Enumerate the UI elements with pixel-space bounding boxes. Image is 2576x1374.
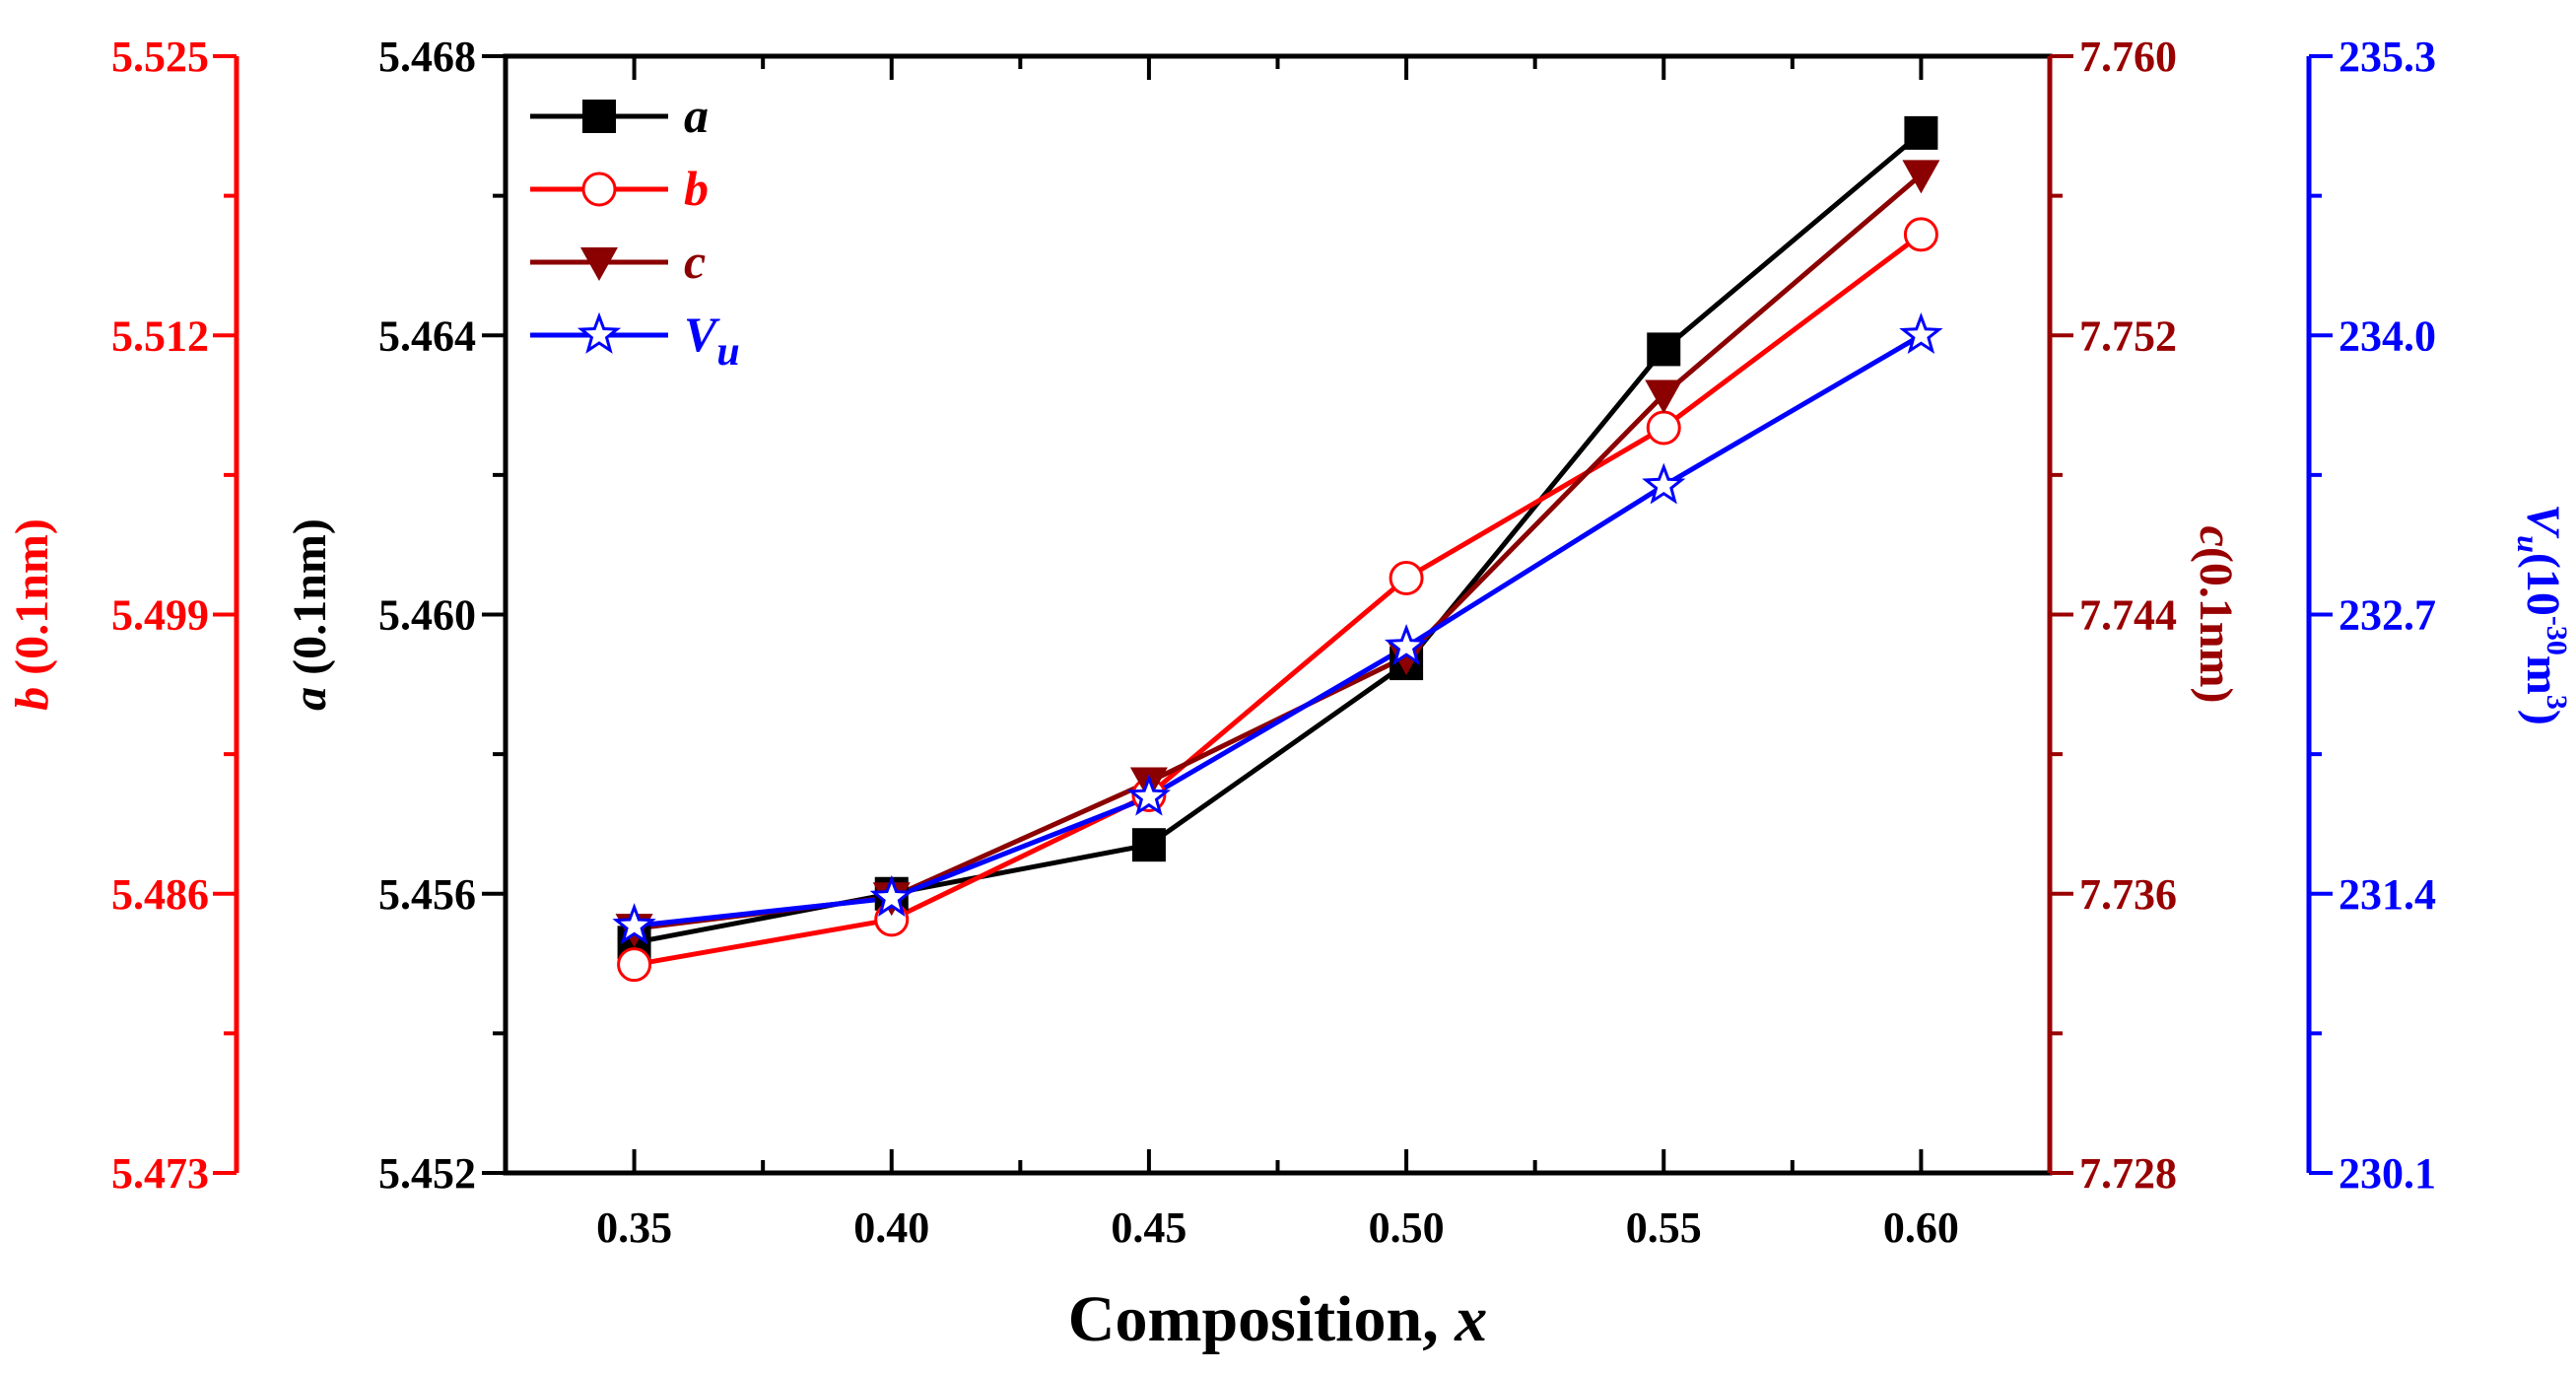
data-point-a: [1904, 115, 1938, 150]
data-point-V: [1384, 623, 1429, 666]
y-axis-title-c: c(0.1nm): [2190, 526, 2242, 704]
data-point-c: [1388, 641, 1426, 675]
data-point-a: [1647, 332, 1681, 367]
series-line-b: [634, 232, 1923, 968]
data-point-V: [869, 874, 914, 917]
plot-frame: [503, 53, 2053, 1176]
y-tick-label-b: 5.499: [111, 591, 209, 640]
x-tick-label: 0.40: [853, 1203, 929, 1252]
x-tick-label: 0.50: [1369, 1203, 1445, 1252]
y-tick-label-b: 5.512: [111, 311, 209, 360]
legend-label-V: Vu: [684, 307, 740, 375]
x-tick-label: 0.55: [1626, 1203, 1702, 1252]
y-tick-label-V: 230.1: [2339, 1149, 2436, 1198]
series-line-a: [634, 130, 1924, 945]
y-tick-label-b: 5.473: [111, 1149, 209, 1198]
data-point-b: [1389, 560, 1424, 595]
y-tick-label-c: 7.744: [2079, 591, 2177, 640]
legend-marker-b: [581, 172, 617, 207]
y-tick-label-V: 234.0: [2339, 311, 2436, 360]
data-point-b: [617, 947, 652, 983]
y-tick-label-a: 5.468: [378, 33, 476, 81]
data-point-a: [1131, 828, 1166, 862]
y-tick-label-a: 5.464: [378, 311, 476, 360]
data-point-b: [1903, 217, 1938, 252]
legend-label-c: c: [684, 234, 706, 289]
axes-layer: 0.35 0.40 0.45 0.50 0.55 0.60 Composition, x 5.…: [6, 33, 2573, 1355]
legend-label-b: b: [684, 161, 709, 216]
data-point-V: [1642, 462, 1686, 505]
y-tick-label-c: 7.752: [2079, 311, 2177, 360]
y-tick-label-a: 5.452: [378, 1149, 476, 1198]
y-tick-label-c: 7.728: [2079, 1149, 2177, 1198]
series-line-c: [634, 172, 1924, 931]
data-point-V: [1126, 774, 1172, 816]
y-axis-title-b: b (0.1nm): [6, 518, 58, 711]
y-tick-label-V: 235.3: [2339, 33, 2436, 81]
data-point-c: [1902, 160, 1940, 194]
y-tick-label-c: 7.760: [2079, 33, 2177, 81]
legend: abc Vu: [530, 88, 740, 375]
x-tick-label: 0.60: [1883, 1203, 1959, 1252]
y-tick-label-a: 5.460: [378, 591, 476, 640]
y-tick-label-b: 5.486: [111, 870, 209, 919]
x-axis-title: Composition, x: [1068, 1283, 1487, 1355]
y-axis-title-a: a (0.1nm): [284, 518, 336, 711]
series-layer: [612, 115, 1943, 983]
y-tick-label-b: 5.525: [111, 33, 209, 81]
y-tick-label-a: 5.456: [378, 870, 476, 919]
data-point-c: [1645, 379, 1683, 414]
data-point-b: [1646, 410, 1681, 446]
legend-marker-a: [582, 100, 616, 133]
data-point-V: [612, 903, 656, 945]
y-axis-title-V: Vu(10-30m3): [2511, 504, 2573, 725]
data-point-V: [1899, 312, 1943, 355]
legend-label-a: a: [684, 88, 709, 143]
x-tick-label: 0.35: [596, 1203, 672, 1252]
x-tick-label: 0.45: [1111, 1203, 1186, 1252]
y-tick-label-V: 231.4: [2339, 870, 2436, 919]
series-line-V: [634, 333, 1923, 928]
legend-marker-c: [580, 247, 618, 281]
legend-marker-V: [576, 311, 622, 354]
y-tick-label-c: 7.736: [2079, 870, 2177, 919]
y-tick-label-V: 232.7: [2339, 591, 2436, 640]
